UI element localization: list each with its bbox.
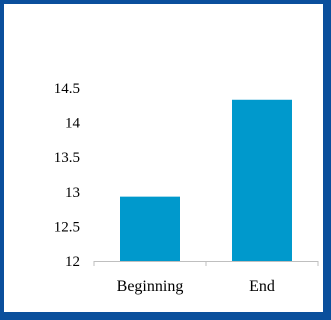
y-tick-label: 14 [65,116,81,132]
x-axis: Beginning End [93,261,319,295]
x-tick-label: End [249,278,275,295]
bars [120,99,292,261]
y-tick-label: 13.5 [54,150,80,166]
y-tick-label: 12.5 [54,219,80,235]
y-tick-label: 12 [65,254,80,270]
y-tick-label: 13 [65,185,80,201]
y-axis: 14.5 14 13.5 13 12.5 12 [54,81,81,270]
y-tick-label: 14.5 [54,81,80,97]
bar-end [232,99,292,261]
x-tick-label: Beginning [117,278,184,295]
bar-beginning [120,196,180,261]
